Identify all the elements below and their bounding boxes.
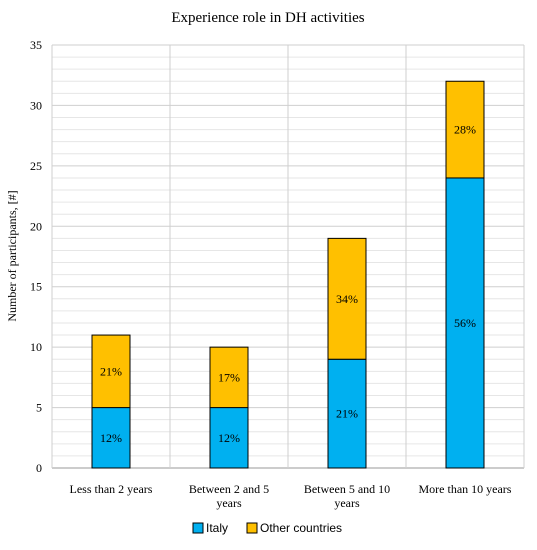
- data-label: 21%: [336, 407, 358, 421]
- y-tick-label: 35: [30, 38, 42, 52]
- data-label: 34%: [336, 292, 358, 306]
- legend-swatch: [246, 522, 258, 534]
- bar-segment: [445, 80, 485, 179]
- y-tick-label: 15: [30, 280, 42, 294]
- legend: Italy Other countries: [192, 521, 342, 535]
- bar-segment: [209, 407, 249, 469]
- x-category-label: Between 5 and 10: [304, 482, 390, 496]
- x-category-label: More than 10 years: [419, 482, 512, 496]
- legend-swatch: [192, 522, 204, 534]
- y-tick-label: 25: [30, 159, 42, 173]
- y-tick-label: 10: [30, 340, 42, 354]
- legend-label: Italy: [206, 521, 228, 535]
- bar-segment: [327, 237, 367, 360]
- y-axis-title: Number of participants, [#]: [5, 190, 19, 321]
- x-category-label: Less than 2 years: [70, 482, 153, 496]
- bar-segment: [209, 346, 249, 409]
- data-label: 21%: [100, 364, 122, 378]
- bar-segment: [445, 177, 485, 469]
- data-label: 12%: [218, 431, 240, 445]
- y-tick-label: 0: [36, 461, 42, 475]
- x-category-label: years: [216, 496, 242, 510]
- y-tick-label: 5: [36, 401, 42, 415]
- y-tick-label: 20: [30, 219, 42, 233]
- bars: 12% 21% 12% 17% 21% 34% 56% 28%: [91, 80, 485, 469]
- data-label: 12%: [100, 431, 122, 445]
- data-label: 56%: [454, 316, 476, 330]
- legend-label: Other countries: [260, 521, 342, 535]
- gridlines: [51, 44, 525, 469]
- y-tick-label: 30: [30, 98, 42, 112]
- y-axis-ticks: 0 5 10 15 20 25 30 35: [30, 38, 42, 475]
- x-axis-categories: Less than 2 years Between 2 and 5yearsBet…: [70, 482, 512, 510]
- bar-segment: [91, 334, 131, 409]
- x-category-label: Between 2 and 5: [189, 482, 269, 496]
- data-label: 28%: [454, 123, 476, 137]
- data-label: 17%: [218, 370, 240, 384]
- chart-title: Experience role in DH activities: [171, 10, 364, 26]
- x-category-label: years: [334, 496, 360, 510]
- bar-segment: [327, 358, 367, 469]
